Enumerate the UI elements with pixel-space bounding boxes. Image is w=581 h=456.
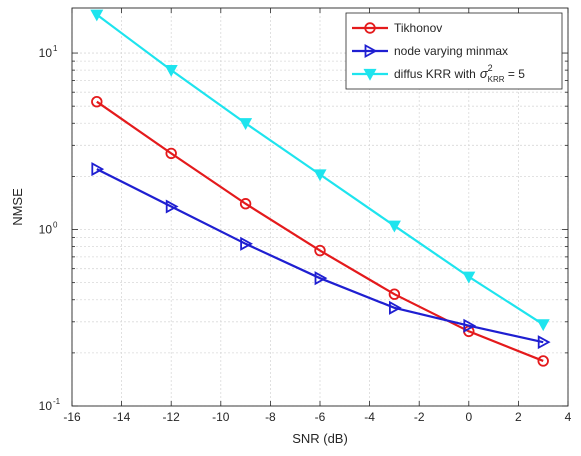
series-2 xyxy=(90,9,550,332)
x-tick-label: -4 xyxy=(364,410,375,424)
y-tick-label: 10 xyxy=(39,46,53,60)
data-point-triangle-down xyxy=(90,9,104,22)
data-point-triangle xyxy=(91,162,105,177)
data-point-triangle-down xyxy=(387,220,401,233)
data-point-triangle xyxy=(240,236,253,251)
legend-entry-2: diffus KRR with σ2 KRR = 5 xyxy=(352,63,525,84)
data-point-circle xyxy=(314,244,326,257)
data-point-triangle xyxy=(463,318,477,333)
x-axis-label: SNR (dB) xyxy=(292,431,348,446)
legend-label: Tikhonov xyxy=(394,21,442,35)
data-point-circle xyxy=(91,96,103,108)
data-point-circle xyxy=(364,22,376,34)
legend-label: node varying minmax xyxy=(394,44,508,58)
y-tick-label: 10 xyxy=(39,399,53,413)
x-tick-label: -2 xyxy=(414,410,425,424)
y-tick-label: 10 xyxy=(39,223,53,237)
data-point-circle xyxy=(537,355,549,367)
data-point-triangle-down xyxy=(239,118,253,131)
data-point-triangle-down xyxy=(313,169,327,182)
x-tick-label: 4 xyxy=(565,410,572,424)
x-tick-label: -6 xyxy=(315,410,326,424)
series-1 xyxy=(91,162,551,350)
legend-entry-1: node varying minmax xyxy=(352,43,508,59)
data-point-circle xyxy=(165,147,177,160)
data-point-triangle xyxy=(537,335,551,350)
series-layer xyxy=(90,9,551,367)
series-line xyxy=(96,168,544,344)
data-point-triangle xyxy=(364,43,378,59)
x-tick-label: 0 xyxy=(465,410,472,424)
data-point-triangle-down xyxy=(536,319,550,332)
legend: Tikhonov node varying minmax diffus KRR wi… xyxy=(345,12,563,90)
data-point-triangle-down xyxy=(462,271,476,284)
x-tick-label: -14 xyxy=(113,410,131,424)
data-point-circle xyxy=(239,198,252,210)
y-tick-exponent: 1 xyxy=(53,44,58,53)
legend-entry-0: Tikhonov xyxy=(352,21,442,35)
x-tick-label: 2 xyxy=(515,410,522,424)
data-point-triangle xyxy=(165,199,179,214)
data-point-circle xyxy=(388,288,401,300)
y-tick-exponent: 0 xyxy=(53,221,58,230)
y-tick-exponent: -1 xyxy=(53,397,61,406)
legend-label: diffus KRR with σ2 KRR = 5 xyxy=(394,63,525,84)
series-line xyxy=(96,100,544,362)
data-point-triangle xyxy=(314,271,328,286)
x-tick-label: -12 xyxy=(163,410,181,424)
data-point-triangle-down xyxy=(164,65,178,77)
x-tick-label: -8 xyxy=(265,410,276,424)
data-point-triangle xyxy=(388,300,402,315)
data-point-triangle-down xyxy=(363,68,377,81)
x-tick-label: -10 xyxy=(212,410,230,424)
x-tick-label: -16 xyxy=(63,410,81,424)
y-axis-label: NMSE xyxy=(10,188,25,226)
